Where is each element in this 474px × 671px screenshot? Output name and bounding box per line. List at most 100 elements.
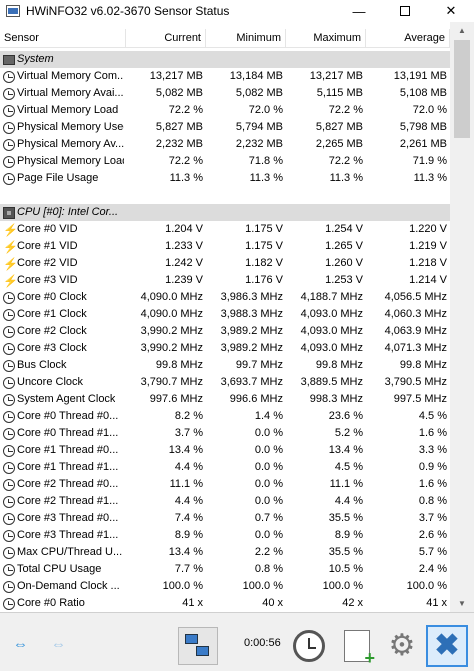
- average-value: 5,798 MB: [399, 121, 447, 133]
- table-row[interactable]: Physical Memory Load 72.2 % 71.8 % 72.2 % 71…: [0, 153, 450, 170]
- sensor-name-cell: ⚡ Core #2 VID: [0, 255, 126, 272]
- table-row[interactable]: Core #0 Clock 4,090.0 MHz 3,986.3 MHz 4,188…: [0, 289, 450, 306]
- column-header-average[interactable]: Average: [366, 29, 450, 48]
- table-row[interactable]: Core #0 Ratio 41 x 40 x 42 x 41 x: [0, 595, 450, 612]
- column-header-sensor[interactable]: Sensor: [0, 29, 126, 48]
- column-header-maximum[interactable]: Maximum: [286, 29, 366, 48]
- column-header-minimum[interactable]: Minimum: [206, 29, 286, 48]
- current-value: 11.3 %: [169, 172, 203, 184]
- table-row[interactable]: Core #2 Thread #0... 11.1 % 0.0 % 11.1 % 1.6…: [0, 476, 450, 493]
- minimize-icon: —: [352, 3, 366, 19]
- average-value: [366, 187, 450, 204]
- table-row[interactable]: On-Demand Clock ... 100.0 % 100.0 % 100.0 %…: [0, 578, 450, 595]
- average-value: 2.4 %: [418, 563, 447, 575]
- current-value: 3,790.7 MHz: [140, 376, 203, 388]
- scroll-down-icon[interactable]: ▼: [458, 599, 466, 608]
- table-row[interactable]: Core #3 Thread #0... 7.4 % 0.7 % 35.5 % 3.7 …: [0, 510, 450, 527]
- column-header-current[interactable]: Current: [126, 29, 206, 48]
- table-row[interactable]: Bus Clock 99.8 MHz 99.7 MHz 99.8 MHz 99.8 MH…: [0, 357, 450, 374]
- average-value: 13,191 MB: [393, 70, 447, 82]
- table-row[interactable]: Core #3 Clock 3,990.2 MHz 3,989.2 MHz 4,093…: [0, 340, 450, 357]
- current-value: 4.4 %: [174, 461, 203, 473]
- table-row[interactable]: Total CPU Usage 7.7 % 0.8 % 10.5 % 2.4 %: [0, 561, 450, 578]
- maximize-button[interactable]: [382, 0, 428, 22]
- clock-icon: [3, 597, 15, 610]
- current-value: [126, 187, 206, 204]
- average-value: 11.3 %: [413, 172, 447, 184]
- sensor-label: Page File Usage: [17, 172, 99, 184]
- reset-timer-button[interactable]: [290, 626, 328, 666]
- minimize-button[interactable]: —: [336, 0, 382, 22]
- table-row[interactable]: ⚡ Core #3 VID 1.239 V 1.176 V 1.253 V 1.214 V: [0, 272, 450, 289]
- table-row[interactable]: Core #2 Thread #1... 4.4 % 0.0 % 4.4 % 0.8 %: [0, 493, 450, 510]
- table-row[interactable]: Core #2 Clock 3,990.2 MHz 3,989.2 MHz 4,093…: [0, 323, 450, 340]
- clock-icon: [3, 410, 15, 423]
- table-row[interactable]: Virtual Memory Com... 13,217 MB 13,184 MB 1…: [0, 68, 450, 85]
- table-row[interactable]: Core #1 Thread #0... 13.4 % 0.0 % 13.4 % 3.3…: [0, 442, 450, 459]
- sensor-label: Total CPU Usage: [17, 563, 102, 575]
- sensor-name-cell: System: [0, 51, 126, 68]
- average-value: 4,060.3 MHz: [384, 308, 447, 320]
- average-value: 4.5 %: [418, 410, 447, 422]
- current-value: 1.233 V: [165, 240, 203, 252]
- table-row[interactable]: Physical Memory Av... 2,232 MB 2,232 MB 2,2…: [0, 136, 450, 153]
- table-row[interactable]: ⚡ Core #0 VID 1.204 V 1.175 V 1.254 V 1.220 V: [0, 221, 450, 238]
- current-value: 3,990.2 MHz: [140, 325, 203, 337]
- table-row[interactable]: Core #1 Thread #1... 4.4 % 0.0 % 4.5 % 0.9 %: [0, 459, 450, 476]
- clock-icon: [3, 342, 15, 355]
- table-row[interactable]: Uncore Clock 3,790.7 MHz 3,693.7 MHz 3,889.…: [0, 374, 450, 391]
- sensor-group-row[interactable]: CPU [#0]: Intel Cor...: [0, 204, 450, 221]
- table-row[interactable]: Physical Memory Used 5,827 MB 5,794 MB 5,82…: [0, 119, 450, 136]
- log-to-file-button[interactable]: [338, 626, 376, 667]
- close-window-button[interactable]: ✕: [428, 0, 474, 22]
- table-row[interactable]: System Agent Clock 997.6 MHz 996.6 MHz 998.…: [0, 391, 450, 408]
- clock-icon: [3, 376, 15, 389]
- minimum-value: 1.175 V: [245, 240, 283, 252]
- gear-icon: ⚙: [388, 629, 416, 662]
- sensor-name-cell: Core #0 Thread #0...: [0, 408, 126, 425]
- sensor-label: Virtual Memory Avai...: [17, 87, 124, 99]
- voltage-icon: ⚡: [3, 222, 18, 237]
- maximize-icon: [400, 6, 410, 16]
- table-row[interactable]: Core #0 Thread #1... 3.7 % 0.0 % 5.2 % 1.6 %: [0, 425, 450, 442]
- table-row[interactable]: ⚡ Core #1 VID 1.233 V 1.175 V 1.265 V 1.219 V: [0, 238, 450, 255]
- scroll-up-icon[interactable]: ▲: [458, 26, 466, 35]
- vertical-scrollbar[interactable]: ▲ ▼: [450, 22, 474, 612]
- scrollbar-thumb[interactable]: [454, 40, 470, 138]
- average-value: 99.8 MHz: [399, 359, 447, 371]
- table-row[interactable]: Virtual Memory Avai... 5,082 MB 5,082 MB 5,…: [0, 85, 450, 102]
- sensor-label: Bus Clock: [17, 359, 67, 371]
- minimum-value: 11.3 %: [249, 172, 283, 184]
- table-row[interactable]: Virtual Memory Load 72.2 % 72.0 % 72.2 % 72.…: [0, 102, 450, 119]
- sensor-group-row[interactable]: System: [0, 51, 450, 68]
- average-value: 1.214 V: [409, 274, 447, 286]
- minimum-value: 3,989.2 MHz: [220, 325, 283, 337]
- table-row[interactable]: Page File Usage 11.3 % 11.3 % 11.3 % 11.3 %: [0, 170, 450, 187]
- sensor-name-cell: Virtual Memory Avai...: [0, 85, 126, 102]
- table-row[interactable]: ⚡ Core #2 VID 1.242 V 1.182 V 1.260 V 1.218 V: [0, 255, 450, 272]
- maximum-value: 998.3 MHz: [309, 393, 363, 405]
- current-value: 4,090.0 MHz: [140, 308, 203, 320]
- close-sensors-button[interactable]: ✖: [426, 625, 468, 667]
- sensor-name-cell: Physical Memory Av...: [0, 136, 126, 153]
- collapse-columns-button[interactable]: ⇔: [40, 635, 74, 653]
- clock-icon: [3, 478, 15, 491]
- current-value: 41 x: [182, 597, 203, 609]
- table-row[interactable]: Core #3 Thread #1... 8.9 % 0.0 % 8.9 % 2.6 %: [0, 527, 450, 544]
- table-row[interactable]: Core #1 Clock 4,090.0 MHz 3,988.3 MHz 4,093…: [0, 306, 450, 323]
- table-row[interactable]: Core #0 Thread #0... 8.2 % 1.4 % 23.6 % 4.5 …: [0, 408, 450, 425]
- voltage-icon: ⚡: [3, 239, 18, 254]
- sensor-name-cell: Physical Memory Used: [0, 119, 126, 136]
- sensor-name-cell: ⚡ Core #1 VID: [0, 238, 126, 255]
- average-value: 997.5 MHz: [393, 393, 447, 405]
- minimum-value: 5,794 MB: [235, 121, 283, 133]
- settings-button[interactable]: ⚙: [383, 626, 421, 666]
- minimum-value: 72.0 %: [248, 104, 283, 116]
- sensor-label: Core #3 VID: [17, 274, 78, 286]
- table-row[interactable]: Max CPU/Thread U... 13.4 % 2.2 % 35.5 % 5.7 …: [0, 544, 450, 561]
- sensor-label: Core #3 Clock: [17, 342, 87, 354]
- network-button[interactable]: [178, 627, 218, 665]
- voltage-icon: ⚡: [3, 256, 18, 271]
- expand-columns-button[interactable]: ⇔: [2, 635, 36, 653]
- minimum-value: 996.6 MHz: [229, 393, 283, 405]
